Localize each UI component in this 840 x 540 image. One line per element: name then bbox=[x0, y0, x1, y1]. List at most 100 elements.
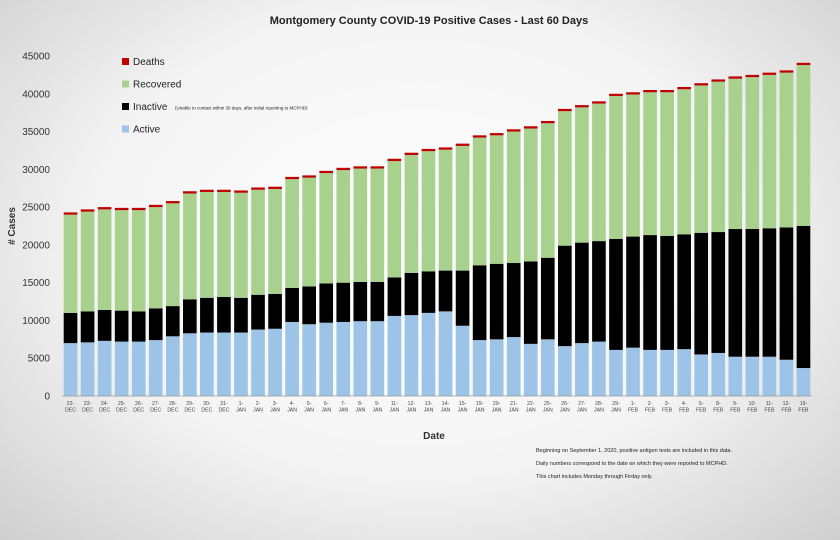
bar-recovered-5-jan bbox=[302, 177, 316, 287]
x-tick-label: 3-FEB bbox=[662, 401, 673, 414]
bar-active-1-feb bbox=[626, 347, 640, 396]
bar-recovered-8-jan bbox=[353, 168, 368, 282]
x-tick-label: 25-DEC bbox=[116, 401, 127, 414]
x-tick-label: 22-DEC bbox=[65, 401, 76, 414]
footnotes: Beginning on September 1, 2020, positive… bbox=[536, 448, 732, 480]
bar-deaths-8-feb bbox=[711, 79, 726, 82]
bar-active-27-dec bbox=[148, 340, 163, 396]
bar-inactive-28-dec bbox=[165, 306, 180, 337]
bar-recovered-11-jan bbox=[387, 161, 402, 278]
bar-recovered-26-dec bbox=[131, 210, 146, 312]
bar-active-5-feb bbox=[694, 354, 709, 396]
x-tick-label: 27-DEC bbox=[150, 401, 161, 414]
bar-deaths-4-jan bbox=[285, 176, 299, 180]
bar-active-2-jan bbox=[251, 329, 265, 396]
bar-active-8-jan bbox=[353, 321, 368, 396]
legend-label-recovered: Recovered bbox=[133, 80, 181, 91]
bar-inactive-11-feb bbox=[762, 228, 777, 357]
y-axis-label: # Cases bbox=[7, 207, 18, 245]
x-tick-label: 2-FEB bbox=[645, 401, 656, 414]
bar-deaths-28-jan bbox=[592, 101, 606, 104]
y-tick-label: 15000 bbox=[22, 278, 50, 289]
bar-deaths-19-feb bbox=[796, 62, 811, 66]
bar-deaths-15-jan bbox=[455, 143, 470, 146]
bar-recovered-20-jan bbox=[489, 135, 504, 264]
bar-inactive-19-jan bbox=[472, 265, 487, 341]
x-tick-label: 14-JAN bbox=[441, 401, 451, 414]
legend-label-inactive: Inactive bbox=[133, 102, 168, 113]
x-tick-label: 23-DEC bbox=[82, 401, 93, 414]
bar-inactive-9-jan bbox=[370, 281, 385, 322]
bar-active-12-jan bbox=[404, 315, 419, 396]
bar-inactive-30-dec bbox=[200, 297, 214, 333]
bar-deaths-14-jan bbox=[438, 147, 453, 150]
x-tick-label: 27-JAN bbox=[577, 401, 587, 414]
x-tick-label: 12-FEB bbox=[781, 401, 792, 414]
bar-inactive-26-dec bbox=[131, 311, 146, 342]
x-tick-label: 9-JAN bbox=[372, 401, 382, 414]
bar-active-27-jan bbox=[575, 343, 589, 396]
x-tick-label: 28-JAN bbox=[594, 401, 604, 414]
bar-recovered-10-feb bbox=[745, 77, 760, 230]
bar-inactive-14-jan bbox=[438, 270, 453, 312]
bar-inactive-25-jan bbox=[540, 257, 555, 340]
bar-deaths-21-jan bbox=[506, 129, 521, 132]
bar-inactive-31-dec bbox=[217, 297, 231, 333]
x-tick-label: 7-JAN bbox=[338, 401, 348, 414]
bar-recovered-24-dec bbox=[97, 209, 112, 310]
bar-deaths-2-jan bbox=[251, 187, 265, 190]
x-tick-label: 30-DEC bbox=[201, 401, 212, 414]
bar-deaths-12-jan bbox=[404, 152, 419, 155]
bar-recovered-4-feb bbox=[677, 89, 691, 235]
bar-active-11-jan bbox=[387, 315, 402, 396]
bar-active-1-jan bbox=[234, 332, 248, 396]
bar-deaths-31-dec bbox=[217, 189, 231, 192]
bar-active-11-feb bbox=[762, 356, 777, 396]
bar-inactive-22-jan bbox=[523, 261, 538, 344]
bar-deaths-22-jan bbox=[523, 126, 538, 129]
bar-active-30-dec bbox=[200, 332, 214, 396]
bar-deaths-27-dec bbox=[148, 204, 163, 208]
x-tick-label: 4-FEB bbox=[679, 401, 690, 414]
bar-deaths-24-dec bbox=[97, 207, 112, 210]
y-axis-ticks: 0 5000 10000 15000 20000 25000 30000 35000 40000… bbox=[22, 52, 50, 403]
y-tick-label: 10000 bbox=[22, 316, 50, 327]
bar-recovered-27-dec bbox=[148, 207, 163, 309]
bar-active-3-jan bbox=[268, 328, 282, 396]
bar-deaths-8-jan bbox=[353, 166, 368, 169]
bar-recovered-9-feb bbox=[728, 78, 743, 230]
bar-deaths-7-jan bbox=[336, 167, 351, 171]
legend-note-inactive: (Unable to contact within 30 days, after… bbox=[175, 106, 308, 111]
bar-inactive-3-jan bbox=[268, 294, 282, 329]
y-tick-label: 40000 bbox=[22, 89, 50, 100]
bar-inactive-29-dec bbox=[183, 299, 197, 334]
bar-deaths-26-dec bbox=[131, 207, 146, 211]
y-tick-label: 25000 bbox=[22, 203, 50, 214]
bar-active-9-jan bbox=[370, 321, 385, 396]
bar-inactive-20-jan bbox=[489, 263, 504, 340]
bar-inactive-15-jan bbox=[455, 270, 470, 326]
bar-deaths-9-jan bbox=[370, 166, 385, 169]
bar-active-26-jan bbox=[558, 346, 572, 396]
y-tick-label: 30000 bbox=[22, 165, 50, 176]
bar-inactive-8-feb bbox=[711, 232, 726, 353]
bar-deaths-19-jan bbox=[472, 135, 487, 138]
bar-recovered-9-jan bbox=[370, 168, 385, 282]
bar-active-22-dec bbox=[63, 343, 78, 396]
bar-active-14-jan bbox=[438, 311, 453, 396]
bar-recovered-28-dec bbox=[165, 203, 180, 307]
x-tick-label: 5-FEB bbox=[696, 401, 707, 414]
bar-inactive-29-jan bbox=[609, 238, 623, 350]
bar-active-6-jan bbox=[319, 322, 334, 396]
x-tick-label: 9-FEB bbox=[730, 401, 741, 414]
x-tick-label: 19-JAN bbox=[475, 401, 485, 414]
x-tick-label: 2-JAN bbox=[253, 401, 263, 414]
bar-active-26-dec bbox=[131, 341, 146, 396]
bar-active-25-dec bbox=[114, 341, 129, 396]
bar-recovered-21-jan bbox=[506, 131, 521, 264]
bar-recovered-30-dec bbox=[200, 192, 214, 298]
legend: Deaths Recovered Inactive (Unable to contac… bbox=[122, 57, 308, 136]
bar-deaths-27-jan bbox=[575, 105, 589, 108]
bar-active-3-feb bbox=[660, 349, 674, 396]
